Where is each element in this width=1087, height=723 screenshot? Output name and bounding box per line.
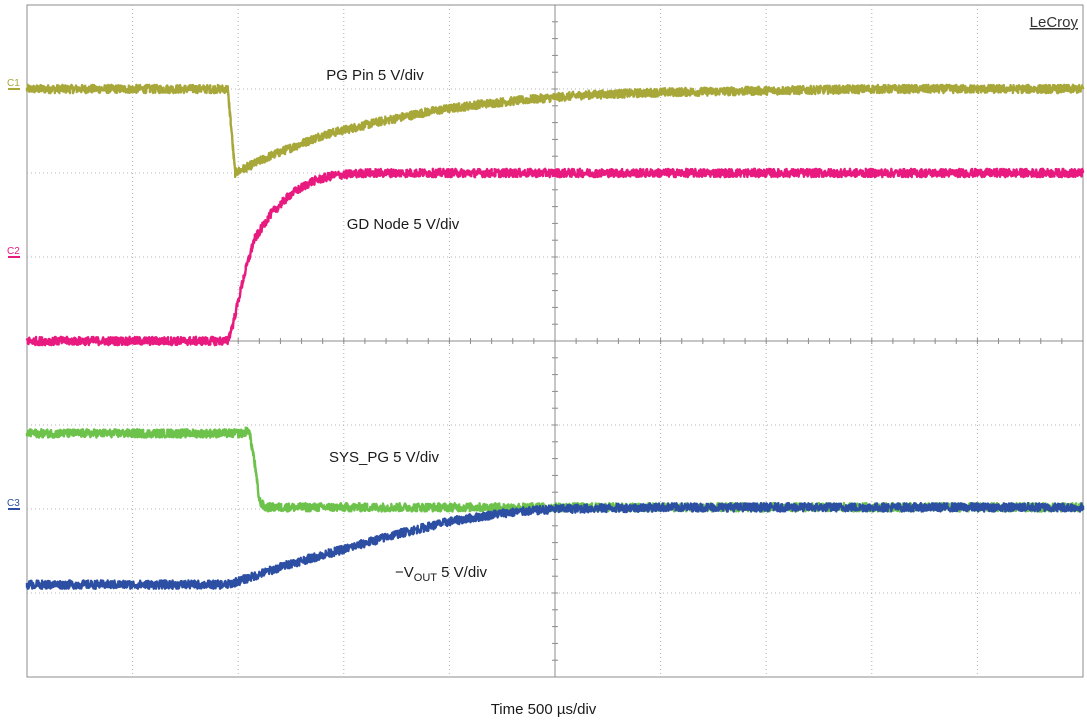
marker-label-pg: C1 — [7, 78, 20, 89]
label-vout-tail: 5 V/div — [437, 564, 488, 581]
brand-logo: LeCroy — [1030, 14, 1079, 31]
channel-markers: C1 C2 C3 — [7, 78, 20, 509]
label-sys-pg: SYS_PG 5 V/div — [329, 449, 440, 466]
marker-label-vout: C3 — [7, 498, 20, 509]
marker-label-gd: C2 — [7, 246, 20, 257]
label-vout-main: −V — [395, 564, 414, 581]
x-axis-label: Time 500 µs/div — [0, 701, 1087, 718]
label-gd-node: GD Node 5 V/div — [347, 216, 460, 233]
label-vout-sub: OUT — [414, 572, 438, 584]
label-pg-pin: PG Pin 5 V/div — [326, 67, 424, 84]
